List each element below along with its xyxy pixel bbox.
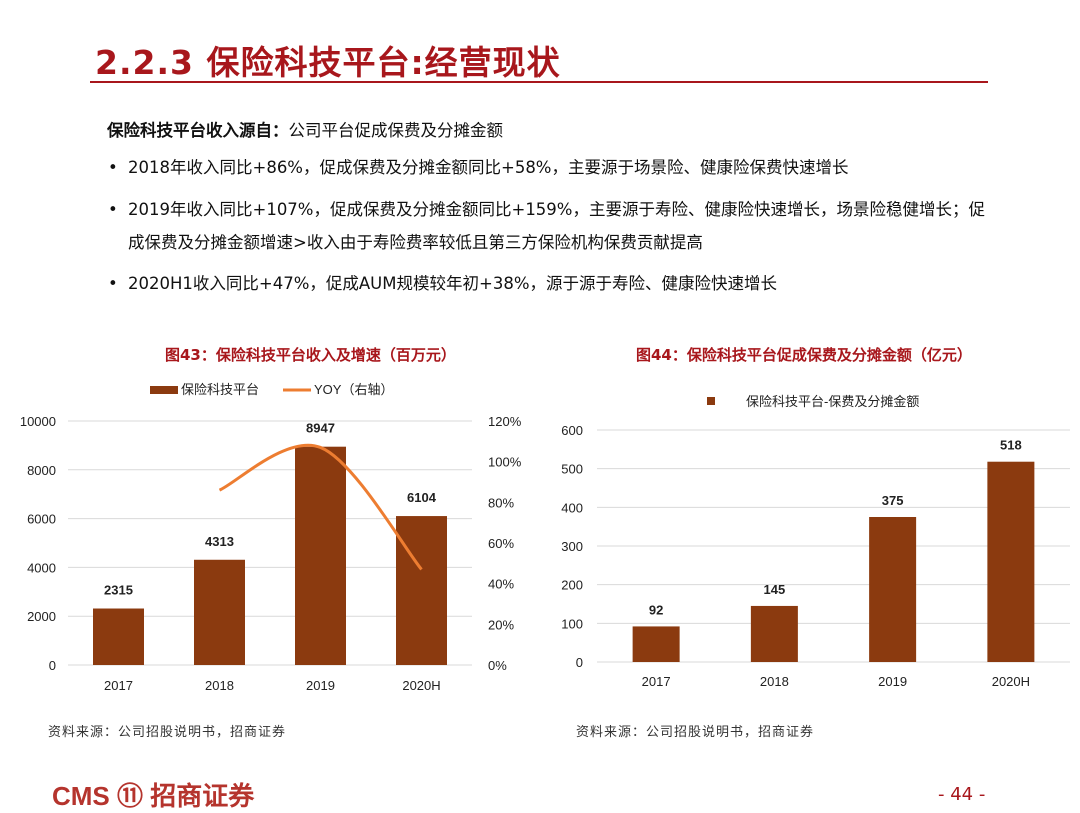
x-tick-label: 2019: [878, 674, 907, 689]
bar-data-label: 518: [1000, 438, 1022, 453]
legend-swatch-bar: [150, 386, 178, 394]
intro-line: 保险科技平台收入源自：公司平台促成保费及分摊金额: [107, 117, 503, 141]
y2-tick-label: 40%: [488, 577, 514, 592]
x-tick-label: 2019: [306, 678, 335, 693]
y-tick-label: 10000: [20, 414, 56, 429]
bullet-item: • 2020H1收入同比+47%，促成AUM规模较年初+38%，源于源于寿险、健…: [108, 267, 998, 300]
bar-data-label: 2315: [104, 583, 133, 598]
y-tick-label: 4000: [27, 560, 56, 575]
chart2: 保险科技平台-保费及分摊金额 0 100 200 300 400 500 600 92 2017 1…: [561, 394, 1070, 689]
bar: [632, 626, 680, 662]
legend-label-bar: 保险科技平台-保费及分摊金额: [746, 394, 919, 409]
bar: [987, 461, 1035, 662]
bar: [295, 446, 346, 665]
cms-logo: CMS ⑪ 招商证券: [52, 781, 255, 811]
intro-text: 公司平台促成保费及分摊金额: [288, 121, 504, 140]
bar-data-label: 375: [882, 493, 904, 508]
x-tick-label: 2017: [642, 674, 671, 689]
y2-tick-label: 100%: [488, 455, 522, 470]
y2-tick-label: 20%: [488, 617, 514, 632]
bullet-text: 2019年收入同比+107%，促成保费及分摊金额同比+159%，主要源于寿险、健…: [128, 200, 985, 252]
bar: [869, 517, 917, 662]
y2-tick-label: 60%: [488, 536, 514, 551]
y-tick-label: 500: [561, 462, 583, 477]
y-tick-label: 100: [561, 616, 583, 631]
bullet-item: • 2019年收入同比+107%，促成保费及分摊金额同比+159%，主要源于寿险…: [108, 193, 998, 259]
bar: [93, 608, 144, 665]
chart1-title: 图43：保险科技平台收入及增速（百万元）: [165, 346, 456, 364]
bullet-text: 2020H1收入同比+47%，促成AUM规模较年初+38%，源于源于寿险、健康险…: [128, 274, 777, 293]
intro-label: 保险科技平台收入源自：: [107, 121, 289, 140]
x-tick-label: 2018: [205, 678, 234, 693]
bar-data-label: 8947: [306, 421, 335, 436]
bar: [194, 559, 245, 665]
y-tick-label: 300: [561, 539, 583, 554]
legend-swatch-bar: [707, 397, 715, 405]
y2-tick-label: 80%: [488, 495, 514, 510]
bar-data-label: 92: [649, 602, 663, 617]
x-tick-label: 2017: [104, 678, 133, 693]
legend-label-bar: 保险科技平台: [181, 382, 259, 397]
y-tick-label: 600: [561, 423, 583, 438]
x-tick-label: 2020H: [992, 674, 1030, 689]
bar: [396, 516, 447, 665]
y-tick-label: 8000: [27, 463, 56, 478]
chart2-title: 图44：保险科技平台促成保费及分摊金额（亿元）: [636, 346, 972, 364]
y-tick-label: 0: [576, 655, 583, 670]
y-tick-label: 2000: [27, 609, 56, 624]
bullet-dot-icon: •: [108, 200, 118, 219]
x-tick-label: 2020H: [402, 678, 440, 693]
bar-data-label: 6104: [407, 490, 437, 505]
chart1-source: 资料来源：公司招股说明书，招商证券: [48, 725, 287, 740]
chart2-source: 资料来源：公司招股说明书，招商证券: [576, 725, 815, 740]
y-tick-label: 0: [49, 658, 56, 673]
x-tick-label: 2018: [760, 674, 789, 689]
bullet-text: 2018年收入同比+86%，促成保费及分摊金额同比+58%，主要源于场景险、健康…: [128, 158, 849, 177]
bar: [750, 605, 798, 662]
y-tick-label: 200: [561, 578, 583, 593]
page-number: - 44 -: [938, 784, 986, 805]
bullet-dot-icon: •: [108, 158, 118, 177]
bullet-item: • 2018年收入同比+86%，促成保费及分摊金额同比+58%，主要源于场景险、…: [108, 151, 998, 184]
page-title: 2.2.3 保险科技平台:经营现状: [95, 43, 561, 82]
bullet-dot-icon: •: [108, 274, 118, 293]
y-tick-label: 6000: [27, 512, 56, 527]
y2-tick-label: 0%: [488, 658, 507, 673]
yoy-line: [218, 443, 423, 571]
y2-tick-label: 120%: [488, 414, 522, 429]
bar-data-label: 145: [764, 582, 786, 597]
chart1: 保险科技平台 YOY（右轴） 0 2000 4000 6000 8000 10000 0% 20%…: [20, 382, 522, 693]
y-tick-label: 400: [561, 500, 583, 515]
bar-data-label: 4313: [205, 534, 234, 549]
legend-label-line: YOY（右轴）: [314, 382, 393, 397]
title-divider: [90, 81, 988, 83]
